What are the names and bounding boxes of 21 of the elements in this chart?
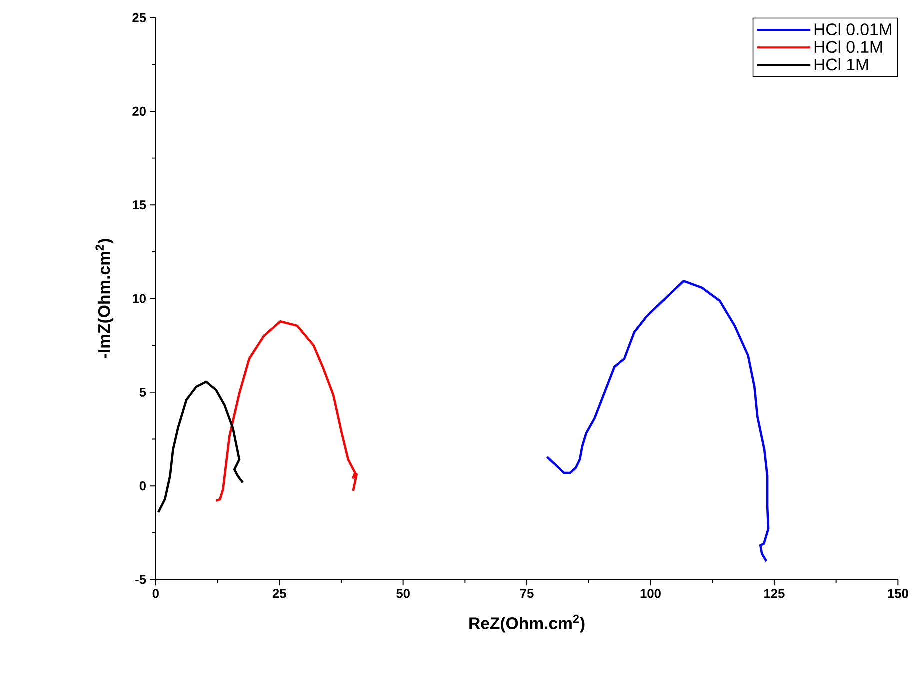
x-tick-label: 0	[152, 589, 159, 598]
x-tick-label: 25	[272, 589, 286, 598]
legend-label: HCl 0.1M	[814, 40, 882, 54]
legend-label: HCl 1M	[814, 58, 868, 71]
y-tick-label: 15	[133, 200, 146, 210]
x-axis-title: ReZ(Ohm.cm$^{2}$)	[470, 614, 585, 633]
x-tick-label: 50	[396, 589, 410, 598]
y-axis-title: -ImZ(Ohm.cm$^{2}$)	[96, 239, 114, 359]
x-tick-label: 75	[520, 589, 534, 598]
x-tick-label: 150	[888, 589, 908, 598]
line-series	[215, 320, 358, 502]
y-tick-label: 0	[140, 482, 146, 491]
y-tick-label: -5	[136, 575, 146, 584]
x-tick-label: 125	[764, 589, 785, 598]
y-tick-label: 20	[132, 107, 146, 116]
legend-label: HCl 0.01M	[814, 23, 892, 36]
y-tick-label: 25	[132, 13, 146, 22]
y-tick-label: 10	[133, 294, 146, 304]
line-series	[546, 280, 770, 563]
y-tick-label: 5	[140, 388, 146, 397]
x-tick-label: 100	[640, 589, 661, 598]
